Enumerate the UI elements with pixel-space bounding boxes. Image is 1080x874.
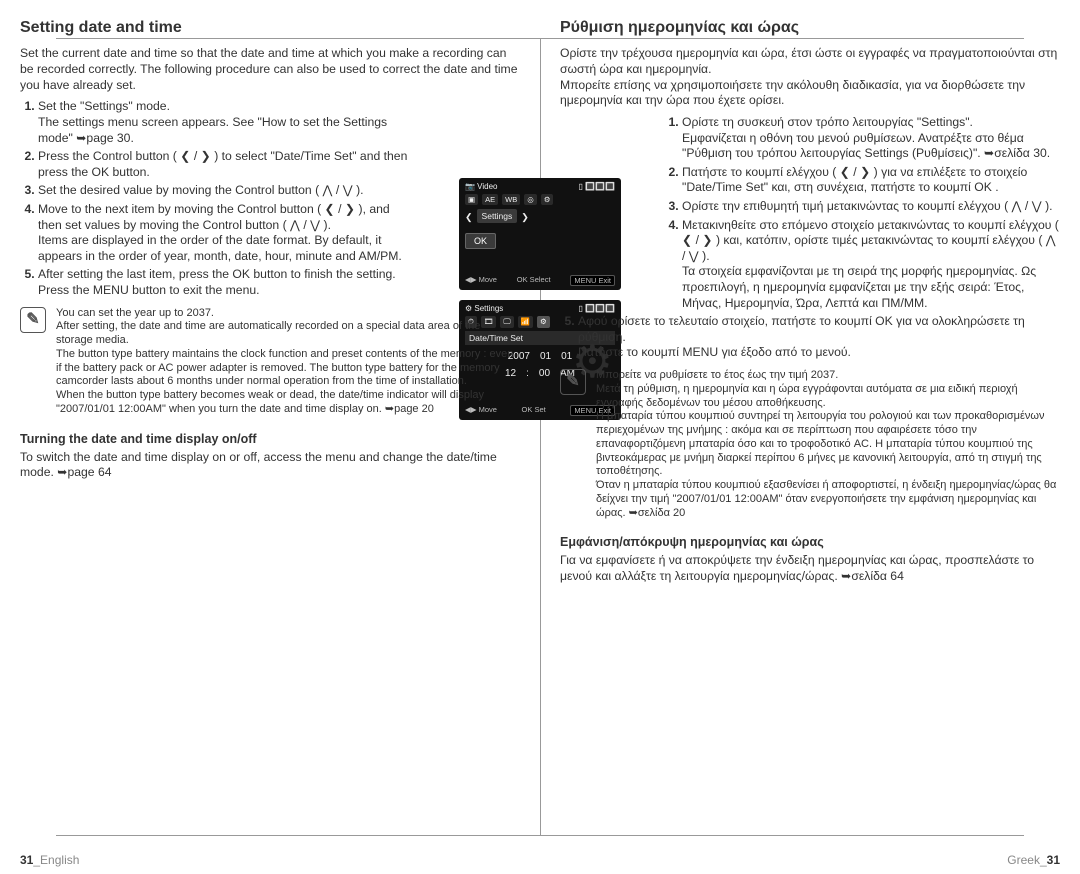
note-icon: ✎ [560, 369, 586, 395]
page-number: 31 [1047, 853, 1060, 867]
right-steps-cont: Αφού ορίσετε το τελευταίο στοιχείο, πατή… [560, 314, 1060, 361]
left-intro: Set the current date and time so that th… [20, 46, 520, 93]
left-note: ✎ You can set the year up to 2037. After… [20, 307, 520, 417]
step-body: The settings menu screen appears. See "H… [38, 115, 416, 146]
step-lead: After setting the last item, press the O… [38, 267, 396, 281]
left-sub-text: To switch the date and time display on o… [20, 450, 520, 481]
left-steps: Set the "Settings" mode. The settings me… [20, 99, 416, 298]
left-title: Setting date and time [20, 18, 520, 38]
step-lead: Set the desired value by moving the Cont… [38, 183, 364, 197]
step-body: Items are displayed in the order of the … [38, 233, 416, 264]
left-note-text: You can set the year up to 2037. After s… [56, 307, 520, 417]
right-sub-heading: Εμφάνιση/απόκρυψη ημερομηνίας και ώρας [560, 534, 1060, 550]
left-sub-heading: Turning the date and time display on/off [20, 431, 520, 447]
list-item: Set the "Settings" mode. The settings me… [38, 99, 416, 146]
right-intro: Ορίστε την τρέχουσα ημερομηνία και ώρα, … [560, 46, 1060, 108]
right-note: ✎ Μπορείτε να ρυθμίσετε το έτος έως την … [560, 369, 1060, 520]
page-lang: Greek [1007, 853, 1040, 867]
list-item: Ορίστε την επιθυμητή τιμή μετακινώντας τ… [682, 199, 1060, 215]
step-lead: Μετακινηθείτε στο επόμενο στοιχείο μετακ… [682, 218, 1059, 263]
list-item: Move to the next item by moving the Cont… [38, 202, 416, 264]
step-lead: Αφού ορίσετε το τελευταίο στοιχείο, πατή… [578, 314, 1025, 344]
step-body: Press the MENU button to exit the menu. [38, 283, 416, 299]
page-lang: English [40, 853, 79, 867]
step-lead: Ορίστε τη συσκευή στον τρόπο λειτουργίας… [682, 115, 973, 129]
english-column: Setting date and time Set the current da… [0, 0, 540, 874]
right-sub-text: Για να εμφανίσετε ή να αποκρύψετε την έν… [560, 553, 1060, 584]
right-note-text: Μπορείτε να ρυθμίσετε το έτος έως την τι… [596, 369, 1060, 520]
list-item: Αφού ορίσετε το τελευταίο στοιχείο, πατή… [578, 314, 1060, 361]
right-title: Ρύθμιση ημερομηνίας και ώρας [560, 18, 1060, 38]
right-steps: Ορίστε τη συσκευή στον τρόπο λειτουργίας… [664, 115, 1060, 311]
step-lead: Ορίστε την επιθυμητή τιμή μετακινώντας τ… [682, 199, 1053, 213]
step-lead: Press the Control button ( ❮ / ❯ ) to se… [38, 149, 407, 179]
page-number: 31 [20, 853, 33, 867]
list-item: Press the Control button ( ❮ / ❯ ) to se… [38, 149, 416, 180]
step-lead: Set the "Settings" mode. [38, 99, 170, 113]
list-item: After setting the last item, press the O… [38, 267, 416, 298]
step-lead: Move to the next item by moving the Cont… [38, 202, 390, 232]
note-icon: ✎ [20, 307, 46, 333]
greek-column: Ρύθμιση ημερομηνίας και ώρας Ορίστε την … [540, 0, 1080, 874]
left-footer: 31_English [20, 853, 79, 868]
step-body: Πατήστε το κουμπί MENU για έξοδο από το … [578, 345, 1060, 361]
list-item: Μετακινηθείτε στο επόμενο στοιχείο μετακ… [682, 218, 1060, 312]
right-footer: Greek_31 [1007, 853, 1060, 868]
step-body: Τα στοιχεία εμφανίζονται με τη σειρά της… [682, 264, 1060, 311]
step-lead: Πατήστε το κουμπί ελέγχου ( ❮ / ❯ ) για … [682, 165, 1027, 195]
step-body: Εμφανίζεται η οθόνη του μενού ρυθμίσεων.… [682, 131, 1060, 162]
list-item: Πατήστε το κουμπί ελέγχου ( ❮ / ❯ ) για … [682, 165, 1060, 196]
list-item: Set the desired value by moving the Cont… [38, 183, 416, 199]
list-item: Ορίστε τη συσκευή στον τρόπο λειτουργίας… [682, 115, 1060, 162]
